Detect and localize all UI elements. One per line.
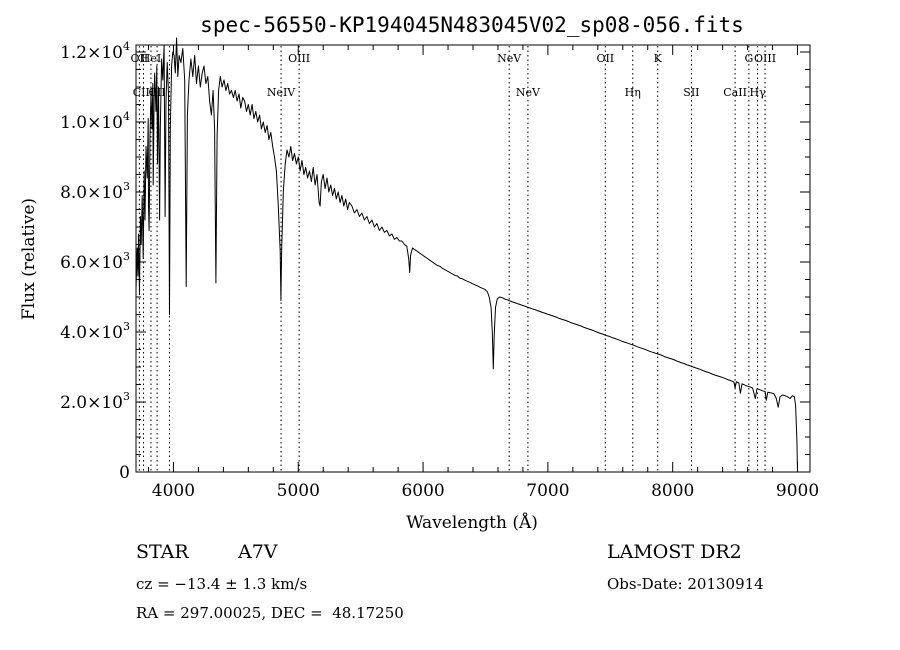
y-axis-label: Flux (relative)	[19, 198, 39, 320]
observation-date: Obs-Date: 20130914	[607, 575, 764, 593]
object-class: STAR	[136, 541, 189, 563]
y-tick-label: 1.0×104	[60, 110, 130, 133]
x-tick-label: 4000	[152, 481, 195, 501]
y-tick-label: 4.0×103	[60, 320, 130, 343]
y-axis: 02.0×1034.0×1036.0×1038.0×1031.0×1041.2×…	[60, 40, 810, 483]
x-axis-label: Wavelength (Å)	[406, 512, 538, 533]
x-tick-label: 5000	[277, 481, 320, 501]
marker-label: NeV	[516, 86, 541, 99]
x-tick-label: 9000	[776, 481, 819, 501]
chart-title: spec-56550-KP194045N483045V02_sp08-056.f…	[200, 13, 744, 37]
spectrum-line	[135, 37, 798, 473]
sky-coordinates: RA = 297.00025, DEC = 48.17250	[136, 604, 404, 622]
y-tick-label: 6.0×103	[60, 250, 130, 273]
marker-label: NeIV	[267, 86, 296, 99]
y-tick-exponent: 4	[123, 40, 130, 53]
marker-label: OII	[596, 52, 614, 65]
marker-label: NeV	[497, 52, 522, 65]
marker-label: SII	[683, 86, 699, 99]
marker-label: CaII	[723, 86, 747, 99]
y-tick-exponent: 4	[123, 110, 130, 123]
y-tick-exponent: 3	[123, 390, 130, 403]
y-tick-label: 8.0×103	[60, 180, 130, 203]
marker-label: CIII	[133, 86, 154, 99]
y-tick-mantissa: 4.0×10	[60, 323, 123, 343]
marker-label: Hη	[625, 86, 641, 99]
y-tick-exponent: 3	[123, 250, 130, 263]
x-tick-label: 7000	[526, 481, 569, 501]
x-axis: 4000 5000 6000 7000 8000 9000	[147, 45, 819, 501]
marker-label: HeI	[141, 52, 161, 65]
y-tick-label: 2.0×103	[60, 390, 130, 413]
y-tick-mantissa: 0	[119, 463, 130, 483]
survey-release: LAMOST DR2	[607, 541, 742, 563]
marker-label: G	[744, 52, 753, 65]
y-tick-mantissa: 1.2×10	[60, 43, 123, 63]
y-tick-mantissa: 8.0×10	[60, 183, 123, 203]
plot-frame	[135, 44, 811, 473]
y-tick-mantissa: 6.0×10	[60, 253, 123, 273]
y-tick-label: 1.2×104	[60, 40, 130, 63]
object-subclass: A7V	[238, 541, 278, 563]
y-tick-exponent: 3	[123, 180, 130, 193]
y-tick-label: 0	[119, 463, 130, 483]
marker-label: OIII	[754, 52, 776, 65]
marker-label: Hγ	[749, 86, 766, 99]
redshift-velocity: cz = −13.4 ± 1.3 km/s	[136, 575, 308, 593]
spectrum-series	[135, 37, 798, 473]
x-tick-label: 8000	[651, 481, 694, 501]
x-tick-label: 6000	[401, 481, 444, 501]
marker-label: OIII	[288, 52, 310, 65]
y-tick-mantissa: 1.0×10	[60, 113, 123, 133]
y-tick-mantissa: 2.0×10	[60, 393, 123, 413]
y-tick-exponent: 3	[123, 320, 130, 333]
marker-label: K	[654, 52, 663, 65]
